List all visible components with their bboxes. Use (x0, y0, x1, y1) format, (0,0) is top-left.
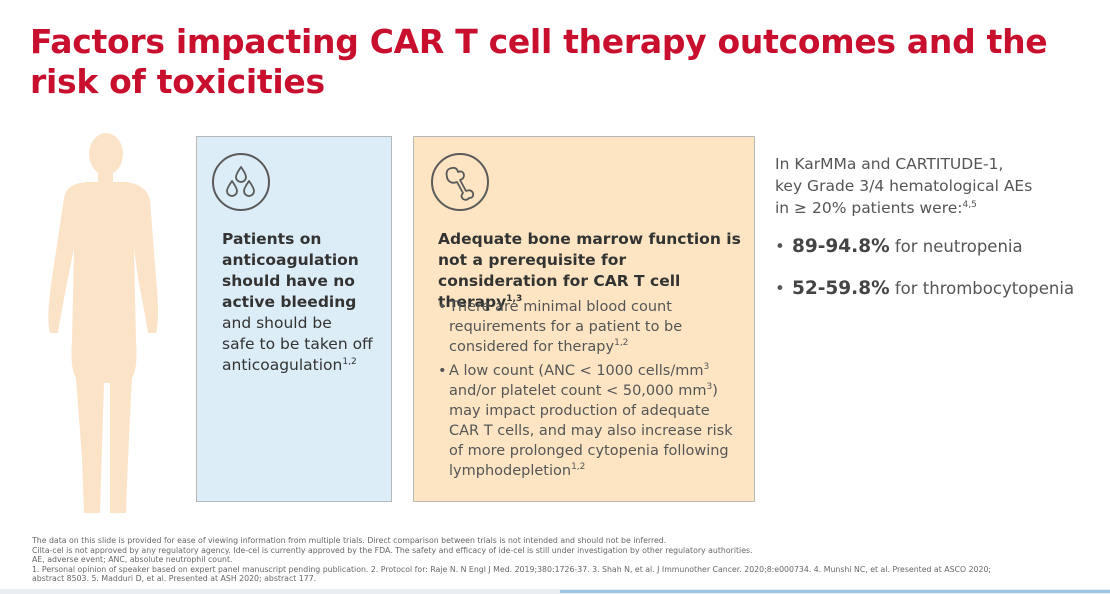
exponent-sup: 3 (703, 362, 710, 373)
reference-sup: 1,2 (614, 338, 629, 349)
text-line: safe to be taken off (222, 335, 373, 353)
blood-drops-icon (212, 153, 270, 211)
adverse-events-intro: In KarMMa and CARTITUDE-1, key Grade 3/4… (775, 153, 1095, 219)
reference-sup: 1,2 (342, 356, 357, 367)
text-line: In KarMMa and CARTITUDE-1, (775, 155, 1004, 173)
bullet-text: ) may impact production of adequate CAR … (449, 383, 733, 479)
list-item: 89-94.8% for neutropenia (775, 236, 1105, 258)
text-line: and should be (222, 314, 332, 332)
text-line: active bleeding (222, 293, 357, 311)
text-line: anticoagulation (222, 251, 359, 269)
anticoagulation-text: Patients on anticoagulation should have … (222, 229, 392, 376)
human-figure-icon (48, 133, 158, 513)
footnote-line: 1. Personal opinion of speaker based on … (32, 564, 992, 574)
bullet-text: and/or platelet count < 50,000 mm (449, 383, 707, 399)
bone-icon (431, 153, 489, 211)
footnote-line: abstract 8503. 5. Madduri D, et al. Pres… (32, 574, 317, 584)
bone-marrow-card: Adequate bone marrow function is not a p… (413, 136, 755, 502)
bottom-bar (0, 589, 1110, 594)
bone-marrow-bullets: There are minimal blood count requiremen… (438, 297, 738, 485)
stat-label: for thrombocytopenia (889, 279, 1075, 298)
stat-label: for neutropenia (889, 237, 1023, 256)
text-line: should have no (222, 272, 355, 290)
footnote-line: The data on this slide is provided for e… (32, 536, 667, 545)
bone-marrow-heading: Adequate bone marrow function is not a p… (438, 229, 743, 313)
footnotes: The data on this slide is provided for e… (32, 536, 1092, 584)
list-item: There are minimal blood count requiremen… (438, 297, 738, 357)
stat-value: 89-94.8% (792, 236, 890, 257)
adverse-events-stats: 89-94.8% for neutropenia 52-59.8% for th… (775, 236, 1105, 320)
text-line: in ≥ 20% patients were: (775, 199, 963, 217)
page-title: Factors impacting CAR T cell therapy out… (30, 22, 1048, 101)
reference-sup: 1,2 (571, 462, 586, 473)
bullet-text: A low count (ANC < 1000 cells/mm (449, 363, 704, 379)
footnote-line: AE, adverse event; ANC, absolute neutrop… (32, 555, 233, 565)
heading-text: Adequate bone marrow function is not a p… (438, 230, 741, 311)
bottom-accent (560, 590, 1110, 593)
text-line: anticoagulation (222, 356, 343, 374)
text-line: key Grade 3/4 hematological AEs (775, 177, 1033, 195)
reference-sup: 4,5 (962, 199, 977, 210)
list-item: 52-59.8% for thrombocytopenia (775, 278, 1105, 300)
text-line: Patients on (222, 230, 322, 248)
stat-value: 52-59.8% (792, 278, 890, 299)
list-item: A low count (ANC < 1000 cells/mm3 and/or… (438, 361, 738, 481)
bullet-text: There are minimal blood count requiremen… (449, 299, 683, 355)
anticoagulation-card: Patients on anticoagulation should have … (196, 136, 392, 502)
footnote-line: Cilta-cel is not approved by any regulat… (32, 545, 753, 555)
exponent-sup: 3 (706, 382, 713, 393)
